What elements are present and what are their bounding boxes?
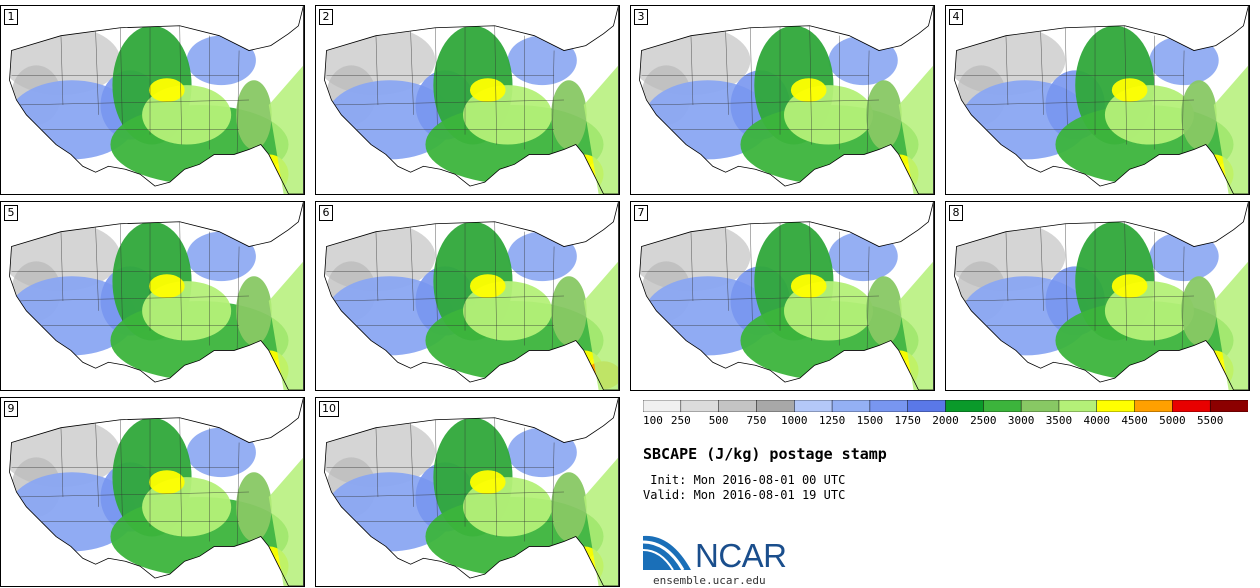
sbcape-map (954, 6, 1249, 194)
sbcape-map (954, 202, 1249, 390)
colorbar-label: 1250 (818, 414, 846, 427)
colorbar-label: 100 (643, 414, 663, 427)
member-number: 3 (634, 9, 648, 25)
plot-title: SBCAPE (J/kg) postage stamp (643, 445, 887, 463)
member-panel-2: 2 (315, 5, 620, 195)
colorbar (643, 400, 1248, 412)
member-number: 7 (634, 205, 648, 221)
init-time: Init: Mon 2016-08-01 00 UTC (643, 473, 846, 487)
colorbar-label: 1750 (894, 414, 921, 427)
colorbar-swatch (1134, 400, 1174, 412)
colorbar-swatch (907, 400, 947, 412)
colorbar-swatch (1096, 400, 1136, 412)
colorbar-swatch (831, 400, 871, 412)
member-number: 10 (319, 401, 339, 417)
member-panel-8: 8 (945, 201, 1250, 391)
sbcape-map (324, 398, 619, 586)
colorbar-swatch (1020, 400, 1060, 412)
sbcape-map (324, 6, 619, 194)
colorbar-swatch (1172, 400, 1211, 412)
colorbar-labels: 100 250 500 750 1000 1250 1500 1750 2000 2500 3000… (643, 414, 1260, 430)
sbcape-map (639, 202, 934, 390)
colorbar-swatch (1209, 400, 1248, 412)
member-panel-1: 1 (0, 5, 305, 195)
colorbar-swatch (680, 400, 720, 412)
sbcape-map (9, 202, 304, 390)
colorbar-swatch (983, 400, 1022, 412)
member-number: 2 (319, 9, 333, 25)
colorbar-label: 750 (746, 414, 767, 427)
colorbar-label: 500 (708, 414, 729, 427)
colorbar-label: 1000 (781, 414, 808, 427)
member-number: 4 (949, 9, 963, 25)
member-panel-5: 5 (0, 201, 305, 391)
member-panel-7: 7 (630, 201, 935, 391)
ncar-logo-text: NCAR (695, 537, 787, 574)
ncar-logo-icon (643, 535, 691, 571)
member-panel-4: 4 (945, 5, 1250, 195)
colorbar-label: 5500 (1196, 414, 1224, 427)
colorbar-swatch (1058, 400, 1098, 412)
site-url[interactable]: ensemble.ucar.edu (653, 574, 766, 587)
colorbar-label: 2500 (970, 414, 997, 427)
sbcape-map (324, 202, 619, 390)
colorbar-label: 4500 (1121, 414, 1148, 427)
member-panel-9: 9 (0, 397, 305, 587)
member-number: 6 (319, 205, 333, 221)
sbcape-map (9, 6, 304, 194)
member-panel-6: 6 (315, 201, 620, 391)
colorbar-swatch (945, 400, 985, 412)
colorbar-label: 5000 (1159, 414, 1186, 427)
member-panel-10: 10 (315, 397, 620, 587)
member-number: 5 (4, 205, 18, 221)
valid-time: Valid: Mon 2016-08-01 19 UTC (643, 488, 846, 502)
colorbar-swatch (869, 400, 909, 412)
member-number: 8 (949, 205, 963, 221)
colorbar-label: 3500 (1045, 414, 1073, 427)
colorbar-swatch (643, 400, 682, 412)
colorbar-label: 1500 (856, 414, 884, 427)
member-panel-3: 3 (630, 5, 935, 195)
colorbar-label: 3000 (1007, 414, 1035, 427)
colorbar-label: 4000 (1083, 414, 1111, 427)
colorbar-swatch (718, 400, 758, 412)
sbcape-map (9, 398, 304, 586)
colorbar-swatch (794, 400, 833, 412)
member-number: 9 (4, 401, 18, 417)
sbcape-map (639, 6, 934, 194)
member-number: 1 (4, 9, 18, 25)
colorbar-label: 2000 (932, 414, 959, 427)
colorbar-label: 250 (670, 414, 691, 427)
colorbar-swatch (756, 400, 795, 412)
